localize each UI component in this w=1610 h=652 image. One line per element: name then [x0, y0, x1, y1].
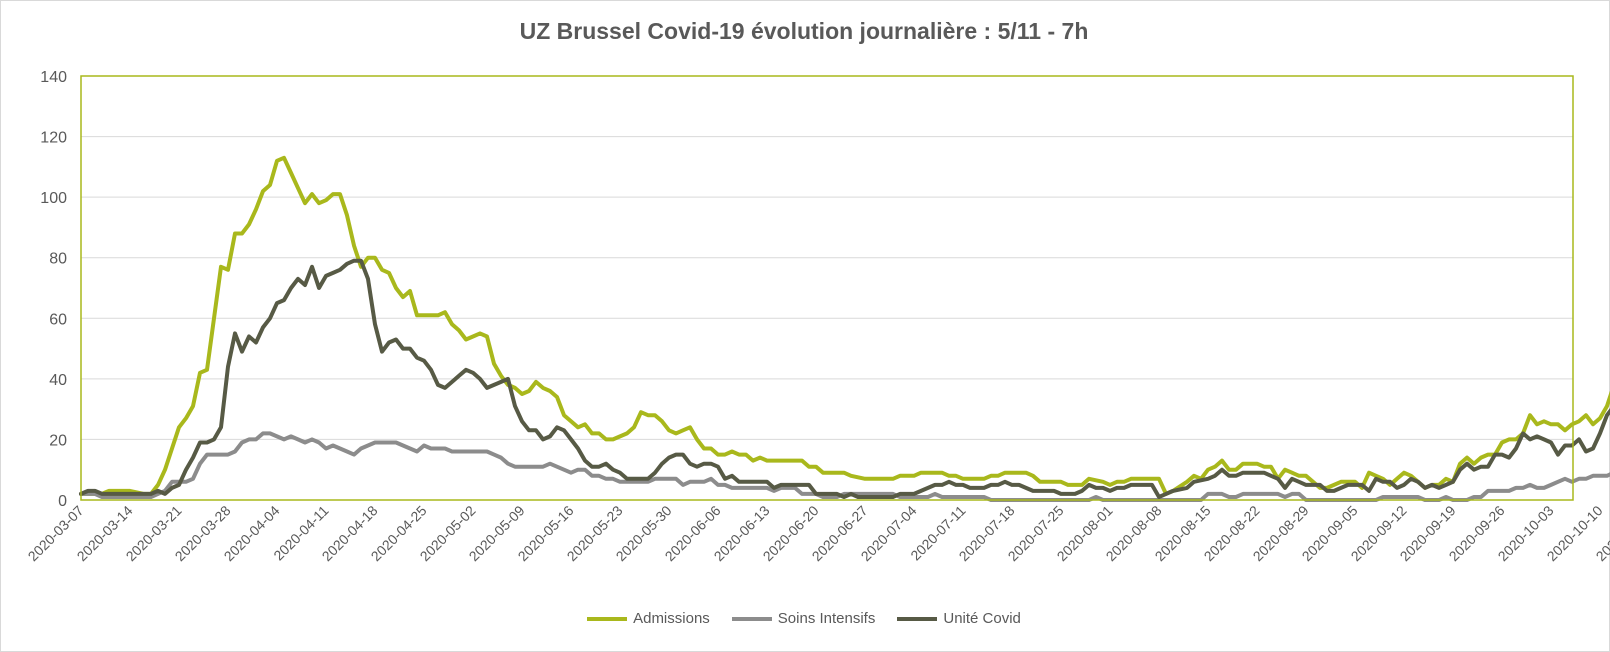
y-tick-label: 0	[58, 493, 67, 510]
y-tick-label: 40	[49, 372, 67, 389]
legend-swatch-admissions	[587, 616, 628, 621]
y-tick-label: 80	[49, 251, 67, 268]
y-axis-ticks: 0 20 40 60 80 100 120 140	[40, 69, 67, 510]
legend-item-admissions: Admissions	[587, 610, 710, 627]
legend-item-unite-covid: Unité Covid	[897, 610, 1021, 627]
y-tick-label: 120	[40, 130, 67, 147]
legend-label-soins-intensifs: Soins Intensifs	[777, 610, 876, 627]
chart-title: UZ Brussel Covid-19 évolution journalièr…	[519, 18, 1089, 44]
legend: Admissions Soins Intensifs Unité Covid	[0, 610, 1608, 627]
legend-item-soins-intensifs: Soins Intensifs	[731, 610, 876, 627]
y-tick-label: 20	[49, 432, 67, 449]
series-line-soins-intensifs	[79, 431, 1610, 502]
y-tick-label: 100	[40, 190, 67, 207]
y-tick-label: 60	[49, 311, 67, 328]
legend-swatch-unite-covid	[897, 616, 938, 621]
legend-label-admissions: Admissions	[633, 610, 710, 627]
legend-swatch-soins-intensifs	[731, 616, 772, 621]
gridlines	[81, 75, 1573, 501]
legend-label-unite-covid: Unité Covid	[943, 610, 1021, 627]
series-lines	[79, 155, 1610, 502]
series-line-admissions	[79, 155, 1610, 496]
series-line-unit-covid	[79, 258, 1610, 499]
plot-area-border	[80, 75, 1574, 501]
x-axis-ticks: 2020-03-072020-03-142020-03-212020-03-28…	[25, 502, 1610, 564]
y-tick-label: 140	[40, 69, 67, 86]
